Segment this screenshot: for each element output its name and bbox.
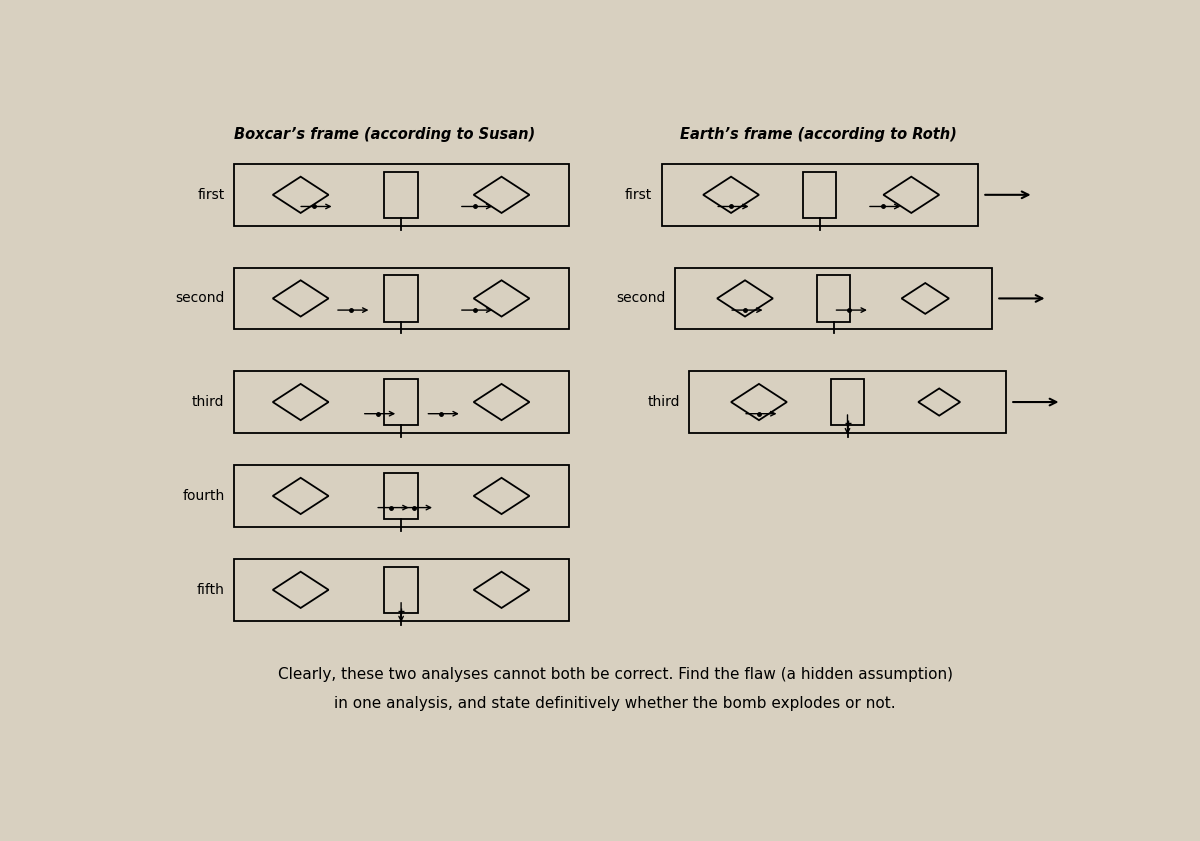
Text: Boxcar’s frame (according to Susan): Boxcar’s frame (according to Susan) <box>234 127 535 142</box>
Bar <box>830 378 864 426</box>
Text: Earth’s frame (according to Roth): Earth’s frame (according to Roth) <box>680 127 956 142</box>
Bar <box>384 567 418 613</box>
Text: second: second <box>175 292 224 305</box>
Text: fifth: fifth <box>197 583 224 597</box>
Bar <box>690 371 1006 433</box>
Text: fourth: fourth <box>182 489 224 503</box>
Bar <box>384 172 418 218</box>
Text: Clearly, these two analyses cannot both be correct. Find the flaw (a hidden assu: Clearly, these two analyses cannot both … <box>277 667 953 681</box>
Bar <box>234 465 569 526</box>
Text: first: first <box>197 188 224 202</box>
Bar <box>384 275 418 322</box>
Bar <box>384 378 418 426</box>
Text: first: first <box>625 188 653 202</box>
Bar <box>234 371 569 433</box>
Bar <box>803 172 836 218</box>
Text: third: third <box>192 395 224 409</box>
Bar <box>661 164 978 225</box>
Bar <box>817 275 851 322</box>
Bar <box>234 267 569 329</box>
Text: third: third <box>648 395 680 409</box>
Text: in one analysis, and state definitively whether the bomb explodes or not.: in one analysis, and state definitively … <box>334 696 896 711</box>
Bar <box>676 267 991 329</box>
Bar <box>234 559 569 621</box>
Bar <box>384 473 418 519</box>
Bar <box>234 164 569 225</box>
Text: second: second <box>617 292 666 305</box>
